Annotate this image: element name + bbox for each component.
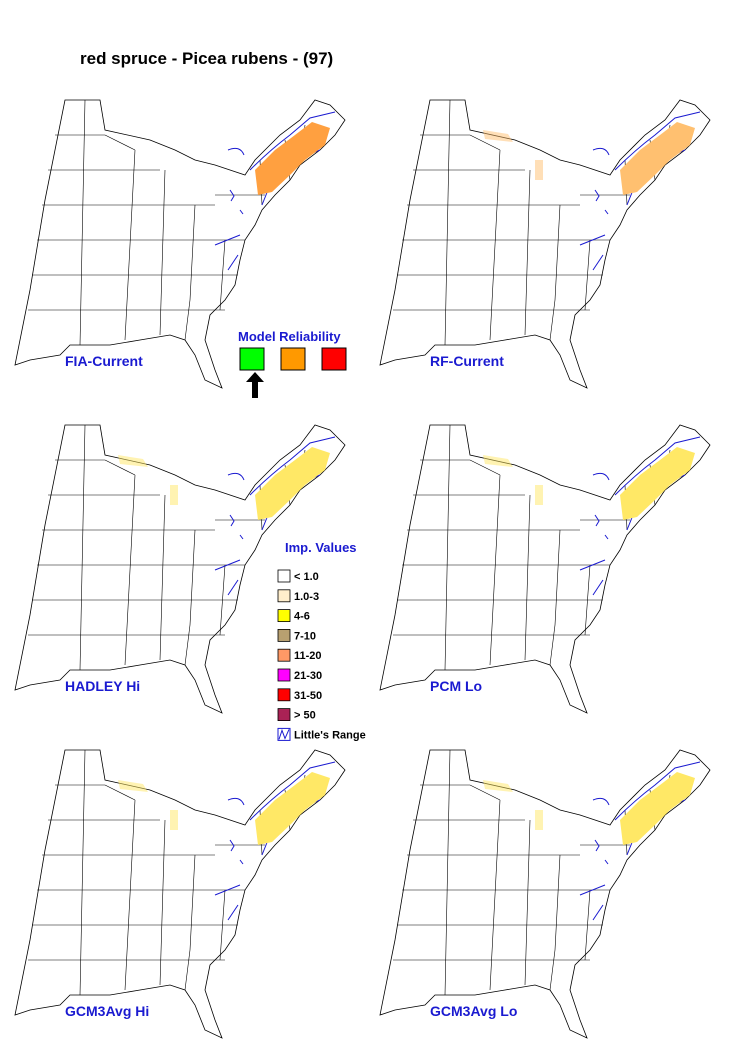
map-panel: GCM3Avg Hi	[14, 749, 346, 1039]
legend-label: 1.0-3	[294, 591, 319, 603]
distribution	[255, 772, 330, 845]
legend-swatch	[277, 668, 291, 682]
distribution	[118, 780, 178, 830]
reliability-box	[239, 347, 265, 371]
map-panel: GCM3Avg Lo	[379, 749, 711, 1039]
map-label: FIA-Current	[65, 353, 143, 369]
model-reliability: Model Reliability	[238, 329, 347, 398]
map-panel: FIA-Current	[14, 99, 346, 389]
distribution	[620, 122, 695, 195]
legend-swatch	[277, 708, 291, 721]
distribution	[483, 780, 543, 830]
map-panel: HADLEY Hi	[14, 424, 346, 714]
legend-label: 4-6	[294, 611, 310, 623]
distribution	[255, 447, 330, 520]
distribution	[483, 130, 543, 180]
legend-label: > 50	[294, 710, 316, 722]
legend-swatch	[277, 648, 291, 662]
map-label: PCM Lo	[430, 678, 482, 694]
legend-swatch	[277, 609, 291, 622]
distribution	[118, 455, 178, 505]
legend-swatch	[277, 589, 291, 603]
legend-label: 21-30	[294, 670, 322, 682]
imp-values-legend: Imp. Values < 1.0 1.0-3 4-6 7-10 11-20 21-30 3…	[277, 540, 366, 741]
map-panel: RF-Current	[379, 99, 711, 389]
map-panel: PCM Lo	[379, 424, 711, 714]
legend-swatch	[277, 688, 291, 702]
legend-label: 7-10	[294, 630, 316, 642]
range-label: Little's Range	[294, 729, 366, 741]
reliability-title: Model Reliability	[238, 329, 341, 344]
distribution	[620, 772, 695, 845]
distribution	[483, 455, 543, 505]
maps: FIA-Current RF-Current HADLEY Hi PCM Lo GCM3…	[14, 99, 711, 1039]
reliability-box	[321, 347, 347, 371]
map-label: GCM3Avg Hi	[65, 1003, 149, 1019]
legend-label: 11-20	[294, 650, 322, 662]
distribution	[255, 122, 330, 195]
title: red spruce - Picea rubens - (97)	[80, 49, 333, 68]
map-label: RF-Current	[430, 353, 504, 369]
reliability-box	[280, 347, 306, 371]
map-label: HADLEY Hi	[65, 678, 140, 694]
legend-label: < 1.0	[294, 571, 319, 583]
legend-swatch	[277, 629, 291, 642]
legend-swatch	[277, 569, 291, 583]
distribution	[620, 447, 695, 520]
range-symbol	[278, 728, 290, 740]
legend-label: 31-50	[294, 690, 322, 702]
imp-values-title: Imp. Values	[285, 540, 357, 555]
arrow	[246, 372, 264, 398]
map-label: GCM3Avg Lo	[430, 1003, 517, 1019]
